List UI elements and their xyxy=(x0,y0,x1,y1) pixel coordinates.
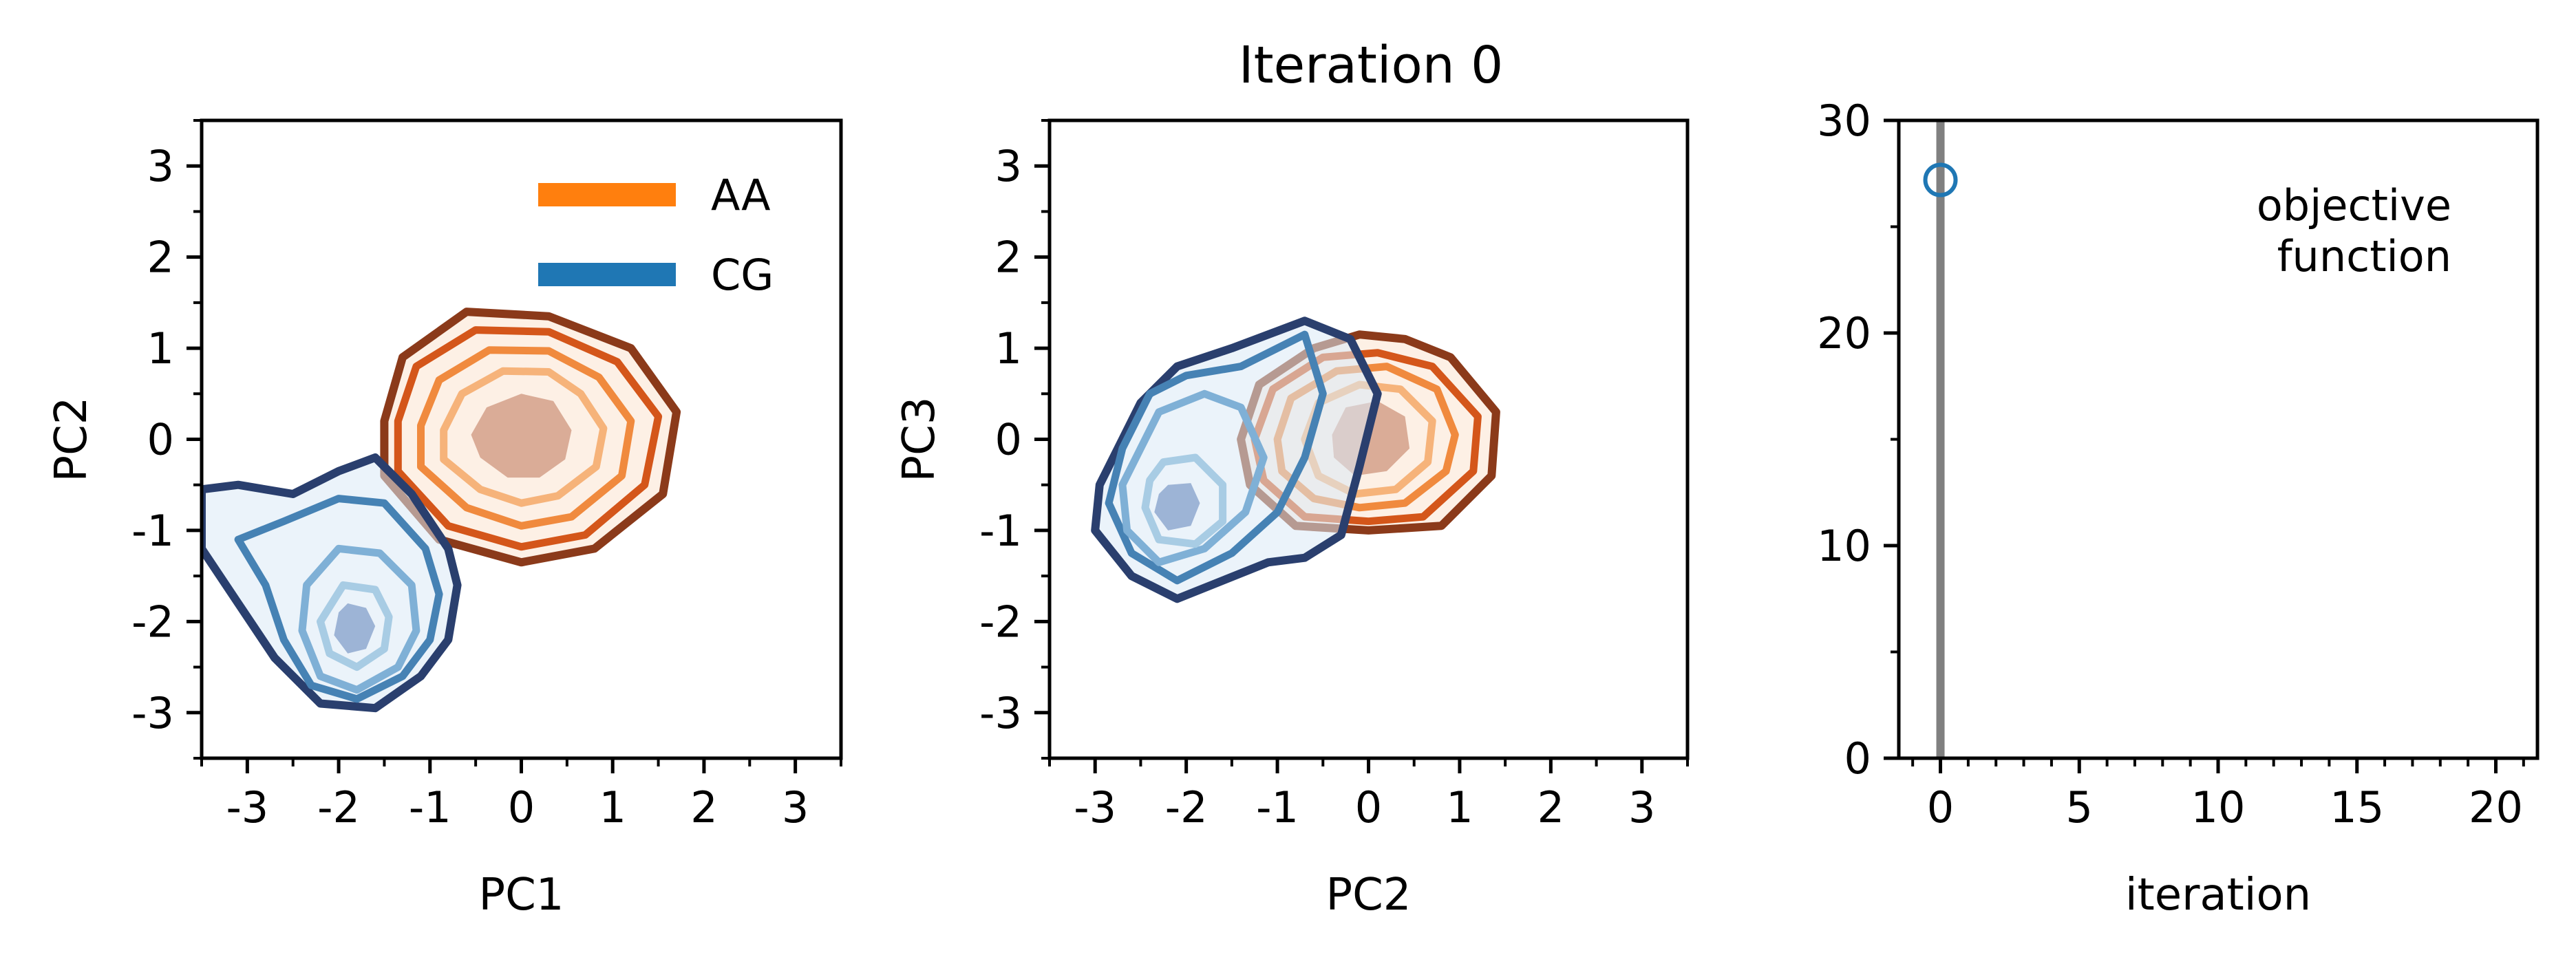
y-tick-label: -3 xyxy=(979,688,1022,738)
x-tick-label: -3 xyxy=(1074,782,1116,833)
x-axis-label: PC2 xyxy=(1326,870,1412,921)
panel-2: -3 -2 -1 0 1 2 3 -3 -2 -1 0 1 2 3 PC2 PC3 xyxy=(894,118,1690,921)
x-tick-label: 20 xyxy=(2469,782,2523,833)
cg-contour-level-2 xyxy=(234,495,443,703)
x-tick-label: -3 xyxy=(226,782,268,833)
annotation-line: objective xyxy=(2257,180,2451,230)
x-tick-label: -2 xyxy=(1165,782,1208,833)
y-tick-label: -2 xyxy=(979,597,1022,647)
y-tick-label: 0 xyxy=(1844,733,1871,784)
panel-1: -3 -2 -1 0 1 2 3 -3 -2 -1 0 1 2 3 PC1 PC2 AA CG xyxy=(46,118,843,921)
y-axis-label: PC3 xyxy=(894,397,945,482)
x-tick-label: 0 xyxy=(1355,782,1382,833)
y-tick-label: 30 xyxy=(1817,96,1871,146)
legend-label-aa: AA xyxy=(711,170,771,220)
y-axis-label: PC2 xyxy=(46,397,97,482)
cg-contour-level-5 xyxy=(334,603,376,654)
objective-annotation: objective function xyxy=(2257,180,2451,281)
y-tick-label: -1 xyxy=(131,506,174,556)
y-tick-label: 1 xyxy=(147,323,174,374)
y-tick-label: -1 xyxy=(979,506,1022,556)
annotation-line: function xyxy=(2277,231,2451,281)
x-tick-label: 10 xyxy=(2191,782,2246,833)
cg-contour-level-1 xyxy=(202,453,462,713)
aa-contour-level-3 xyxy=(417,346,635,530)
y-tick-label: 3 xyxy=(147,141,174,191)
y-tick-label: 0 xyxy=(147,415,174,465)
x-tick-label: 15 xyxy=(2330,782,2384,833)
x-tick-label: 0 xyxy=(1927,782,1954,833)
legend-swatch-aa xyxy=(538,183,676,206)
x-tick-label: -1 xyxy=(409,782,451,833)
aa-contour-level-4 xyxy=(440,367,608,507)
legend-label-cg: CG xyxy=(711,250,774,300)
x-tick-label: -1 xyxy=(1256,782,1299,833)
cg-contour-level-5 xyxy=(1154,483,1200,530)
x-tick-label: 5 xyxy=(2066,782,2093,833)
x-tick-label: 3 xyxy=(1628,782,1655,833)
y-tick-label: 3 xyxy=(995,141,1022,191)
plot-area xyxy=(202,308,681,713)
legend: AA CG xyxy=(538,170,774,300)
x-tick-label: 1 xyxy=(1446,782,1473,833)
panel-3: objective function 0 5 10 15 20 0 10 20 30 iteratio… xyxy=(1817,96,2540,921)
x-tick-label: 0 xyxy=(508,782,535,833)
x-tick-label: -2 xyxy=(317,782,360,833)
y-tick-label: 2 xyxy=(995,233,1022,283)
cg-contour-level-3 xyxy=(298,544,421,694)
y-tick-label: -2 xyxy=(131,597,174,647)
cg-contour-level-3 xyxy=(1118,389,1268,566)
legend-swatch-cg xyxy=(538,263,676,286)
cg-contour-level-4 xyxy=(317,581,393,672)
y-tick-label: 0 xyxy=(995,415,1022,465)
y-tick-label: 2 xyxy=(147,233,174,283)
x-tick-label: 3 xyxy=(782,782,809,833)
x-tick-label: 2 xyxy=(690,782,717,833)
y-tick-label: 10 xyxy=(1817,521,1871,571)
cg-contour-level-1 xyxy=(1091,316,1382,603)
cg-contour-level-4 xyxy=(1141,453,1227,548)
x-axis-label: PC1 xyxy=(479,870,564,921)
y-tick-label: 1 xyxy=(995,323,1022,374)
plot-area xyxy=(1923,120,1958,758)
figure-title: Iteration 0 xyxy=(1239,36,1504,95)
y-tick-label: -3 xyxy=(131,688,174,738)
objective-point-1 xyxy=(1923,162,1958,197)
aa-contour-level-2 xyxy=(394,326,663,551)
x-tick-label: 2 xyxy=(1537,782,1564,833)
x-axis-label: iteration xyxy=(2125,870,2311,921)
aa-contour-level-5 xyxy=(471,394,572,478)
cg-contour-level-2 xyxy=(1105,330,1327,585)
y-tick-label: 20 xyxy=(1817,308,1871,358)
plot-area xyxy=(1091,316,1500,603)
x-tick-label: 1 xyxy=(599,782,626,833)
